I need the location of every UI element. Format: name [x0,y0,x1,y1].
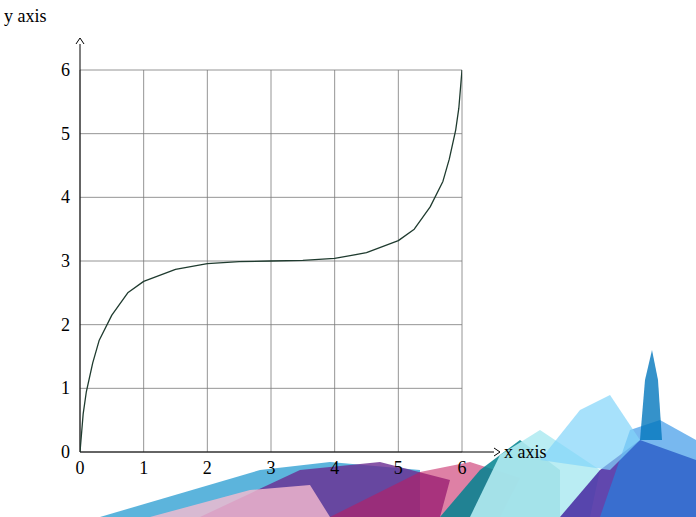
y-axis-title: y axis [4,6,47,26]
deco-shape-7 [640,350,662,440]
x-tick-label: 0 [76,458,85,478]
y-grid-line [80,197,462,198]
axes [76,38,500,456]
grid [80,70,462,452]
y-axis-line [80,44,81,452]
deco-shape-8 [540,395,640,470]
y-tick-label: 4 [61,187,70,207]
y-grid-line [80,133,462,134]
curve [80,70,462,452]
deco-shape-9 [150,485,330,517]
series-group [80,70,462,452]
y-grid-line [80,70,462,71]
x-tick-label: 3 [267,458,276,478]
y-tick-label: 1 [61,378,70,398]
x-axis-title: x axis [504,442,547,462]
x-tick-label: 5 [394,458,403,478]
y-tick-label: 0 [61,442,70,462]
x-tick-label: 4 [330,458,339,478]
y-grid-line [80,324,462,325]
x-axis-arrow [494,448,500,456]
x-axis-line [80,452,494,453]
x-tick-label: 6 [458,458,467,478]
y-axis-arrow [76,38,84,44]
x-tick-label: 2 [203,458,212,478]
chart: 0 1 2 3 4 5 6 0 1 2 3 4 5 6 x axis y axis [0,0,696,517]
y-tick-label: 6 [61,60,70,80]
y-grid-line [80,388,462,389]
x-tick-label: 1 [139,458,148,478]
y-tick-label: 5 [61,124,70,144]
plot-background [80,70,462,452]
y-tick-label: 3 [61,251,70,271]
y-tick-label: 2 [61,315,70,335]
